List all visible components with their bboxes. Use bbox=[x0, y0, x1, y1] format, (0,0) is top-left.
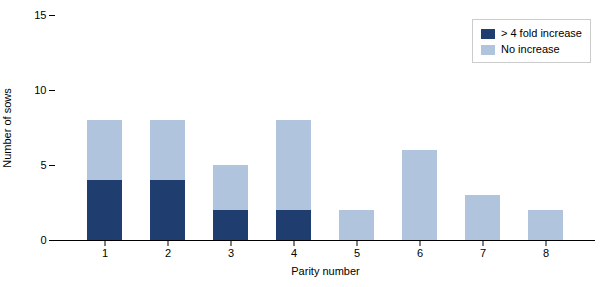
svg-text:3: 3 bbox=[228, 247, 234, 259]
svg-text:7: 7 bbox=[480, 247, 486, 259]
svg-text:4: 4 bbox=[291, 247, 297, 259]
svg-text:1: 1 bbox=[102, 247, 108, 259]
svg-text:5: 5 bbox=[354, 247, 360, 259]
svg-text:10: 10 bbox=[34, 84, 46, 96]
svg-text:6: 6 bbox=[417, 247, 423, 259]
svg-text:2: 2 bbox=[165, 247, 171, 259]
svg-text:0: 0 bbox=[40, 234, 46, 246]
svg-text:8: 8 bbox=[543, 247, 549, 259]
svg-text:15: 15 bbox=[34, 9, 46, 21]
svg-text:Number of sows: Number of sows bbox=[1, 88, 13, 168]
html-text:> 4 fold increase: > 4 fold increase bbox=[501, 27, 582, 39]
svg-text:5: 5 bbox=[40, 159, 46, 171]
svg-text:Parity number: Parity number bbox=[291, 265, 360, 277]
html-text:No increase: No increase bbox=[501, 43, 560, 55]
